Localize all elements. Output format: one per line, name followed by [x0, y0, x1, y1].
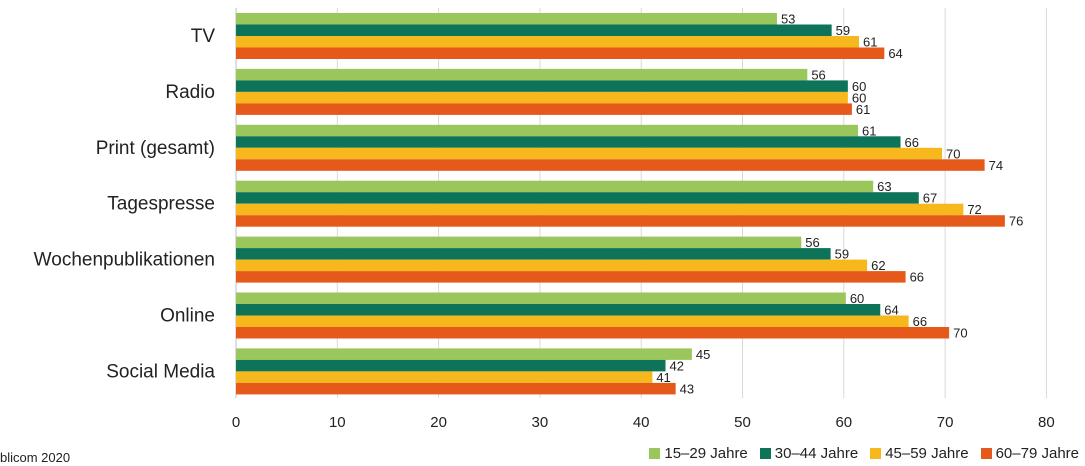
data-label-wochenpublikationen-15-29-jahre: 56: [805, 235, 819, 250]
data-label-print-gesamt-15-29-jahre: 61: [862, 123, 876, 138]
data-label-online-15-29-jahre: 60: [850, 291, 864, 306]
x-tick-label: 50: [734, 414, 751, 431]
data-label-tagespresse-45-59-jahre: 72: [967, 202, 981, 217]
data-label-print-gesamt-30-44-jahre: 66: [905, 135, 919, 150]
data-label-wochenpublikationen-60-79-jahre: 66: [910, 270, 924, 285]
legend-item-30-44-jahre: 30–44 Jahre: [759, 445, 859, 462]
bars: [236, 13, 1005, 395]
data-label-tv-30-44-jahre: 59: [836, 23, 850, 38]
legend-label: 15–29 Jahre: [664, 445, 748, 462]
data-label-wochenpublikationen-30-44-jahre: 59: [835, 247, 849, 262]
data-label-tv-15-29-jahre: 53: [781, 12, 795, 27]
data-label-print-gesamt-60-79-jahre: 74: [989, 158, 1003, 173]
x-tick-label: 80: [1038, 414, 1055, 431]
x-tick-label: 60: [835, 414, 852, 431]
bar-tv-45-59-jahre: [236, 36, 859, 48]
data-label-social-media-15-29-jahre: 45: [696, 347, 710, 362]
data-label-tagespresse-30-44-jahre: 67: [923, 191, 937, 206]
data-label-online-45-59-jahre: 66: [913, 314, 927, 329]
bar-tv-30-44-jahre: [236, 24, 832, 36]
x-tick-label: 70: [937, 414, 954, 431]
bar-wochenpublikationen-30-44-jahre: [236, 248, 831, 260]
bar-radio-45-59-jahre: [236, 91, 848, 104]
legend-item-60-79-jahre: 60–79 Jahre: [980, 445, 1079, 462]
bar-social-media-60-79-jahre: [236, 382, 676, 395]
bar-wochenpublikationen-15-29-jahre: [236, 236, 802, 249]
bar-print-gesamt-15-29-jahre: [236, 124, 858, 137]
bar-tagespresse-15-29-jahre: [236, 180, 874, 193]
x-axis-tick-labels: 0 10 20 30 40 50 60 70 80: [232, 414, 1055, 431]
x-tick-label: 30: [532, 414, 549, 431]
data-label-tv-60-79-jahre: 64: [888, 46, 902, 61]
bar-tagespresse-30-44-jahre: [236, 192, 919, 204]
data-label-radio-30-44-jahre: 60: [852, 79, 866, 94]
legend-swatch: [870, 448, 882, 459]
category-labels: TV Radio Print (gesamt) Tagespresse Wochenpu…: [34, 26, 216, 382]
data-labels: 5359616456606061616670746367727656596266…: [656, 12, 1023, 397]
bar-tagespresse-45-59-jahre: [236, 203, 964, 216]
data-label-social-media-30-44-jahre: 42: [670, 358, 684, 373]
legend-label: 60–79 Jahre: [995, 445, 1079, 462]
bar-online-45-59-jahre: [236, 315, 909, 327]
data-label-tv-45-59-jahre: 61: [863, 35, 877, 50]
x-tick-label: 20: [430, 414, 447, 431]
bar-wochenpublikationen-60-79-jahre: [236, 271, 906, 283]
data-label-radio-60-79-jahre: 61: [856, 102, 870, 117]
data-label-social-media-45-59-jahre: 41: [656, 370, 670, 385]
bar-social-media-15-29-jahre: [236, 348, 692, 360]
bar-print-gesamt-30-44-jahre: [236, 136, 901, 148]
data-label-online-30-44-jahre: 64: [884, 303, 898, 318]
bar-tv-15-29-jahre: [236, 13, 777, 25]
x-tick-label: 40: [633, 414, 650, 431]
category-label-radio: Radio: [165, 82, 215, 103]
bar-online-15-29-jahre: [236, 292, 846, 304]
data-label-print-gesamt-45-59-jahre: 70: [946, 146, 960, 161]
data-label-online-60-79-jahre: 70: [953, 326, 967, 341]
data-label-radio-45-59-jahre: 60: [852, 90, 866, 105]
legend-label: 30–44 Jahre: [774, 445, 859, 462]
legend-label: 45–59 Jahre: [885, 445, 969, 462]
category-label-online: Online: [160, 306, 215, 327]
bar-tv-60-79-jahre: [236, 47, 885, 59]
source-note: blicom 2020: [0, 450, 71, 465]
horizontal-bar-chart: 5359616456606061616670746367727656596266…: [34, 8, 1055, 431]
legend-swatch: [649, 448, 661, 459]
data-label-radio-15-29-jahre: 56: [811, 67, 825, 82]
data-label-tagespresse-60-79-jahre: 76: [1009, 214, 1023, 229]
legend-swatch: [980, 448, 992, 459]
data-label-tagespresse-15-29-jahre: 63: [877, 179, 891, 194]
category-label-social-media: Social Media: [106, 361, 215, 382]
bar-radio-15-29-jahre: [236, 68, 808, 81]
bar-tagespresse-60-79-jahre: [236, 215, 1005, 227]
legend-item-45-59-jahre: 45–59 Jahre: [870, 445, 969, 462]
data-label-social-media-60-79-jahre: 43: [680, 381, 694, 396]
data-label-wochenpublikationen-45-59-jahre: 62: [871, 258, 885, 273]
category-label-print-gesamt: Print (gesamt): [96, 138, 215, 159]
category-label-tagespresse: Tagespresse: [107, 194, 215, 215]
bar-social-media-45-59-jahre: [236, 371, 653, 383]
legend-item-15-29-jahre: 15–29 Jahre: [649, 445, 748, 462]
bar-print-gesamt-60-79-jahre: [236, 159, 985, 171]
x-tick-label: 10: [329, 414, 346, 431]
bar-social-media-30-44-jahre: [236, 359, 666, 372]
category-label-wochenpublikationen: Wochenpublikationen: [34, 250, 215, 271]
bar-online-30-44-jahre: [236, 304, 881, 316]
bar-wochenpublikationen-45-59-jahre: [236, 259, 868, 272]
bar-print-gesamt-45-59-jahre: [236, 147, 943, 160]
bar-radio-60-79-jahre: [236, 103, 852, 115]
bar-online-60-79-jahre: [236, 327, 950, 339]
category-label-tv: TV: [191, 26, 216, 47]
x-tick-label: 0: [232, 414, 240, 431]
legend-swatch: [759, 448, 771, 459]
legend: 15–29 Jahre 30–44 Jahre 45–59 Jahre 60–79 J…: [649, 445, 1079, 462]
bar-radio-30-44-jahre: [236, 80, 848, 92]
